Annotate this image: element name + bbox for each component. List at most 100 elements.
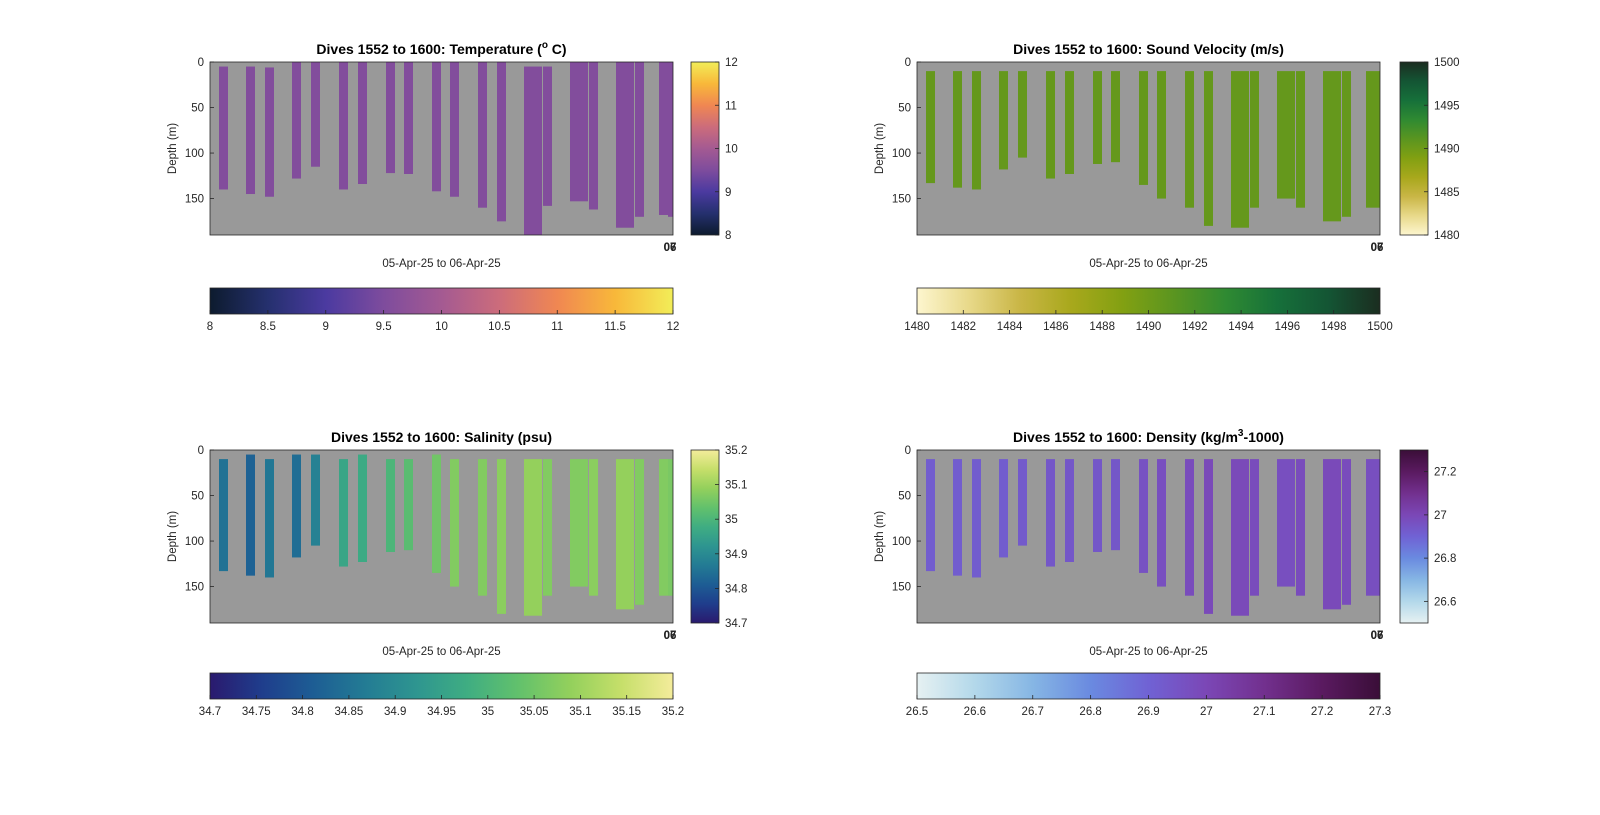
y-tick-label: 150 xyxy=(892,582,911,594)
dive-profile xyxy=(1185,71,1194,208)
x-tick-label: 06 xyxy=(664,242,677,254)
dive-profile xyxy=(668,62,673,217)
bottom-colorbar-tick-label: 26.9 xyxy=(1137,706,1159,718)
bottom-colorbar-tick-label: 1496 xyxy=(1275,321,1301,333)
side-colorbar-tick-label: 35 xyxy=(725,514,738,526)
x-axis-label: 05-Apr-25 to 06-Apr-25 xyxy=(1089,258,1207,270)
dive-profile xyxy=(497,62,506,222)
y-axis-label: Depth (m) xyxy=(874,511,886,562)
dive-profile xyxy=(659,459,668,596)
dive-profile xyxy=(1375,459,1380,596)
bottom-colorbar-tick-label: 27 xyxy=(1200,706,1213,718)
dive-profile xyxy=(570,459,588,587)
plot-frame xyxy=(916,449,1381,624)
side-colorbar-tick-label: 11 xyxy=(725,100,737,112)
bottom-colorbar-tick-label: 35.15 xyxy=(612,706,641,718)
dive-profile xyxy=(386,62,395,174)
x-tick-label: 06 xyxy=(1371,630,1384,642)
bottom-colorbar xyxy=(916,672,1381,700)
panel-1: Dives 1552 to 1600: Temperature (o C) 0 50… xyxy=(167,40,738,333)
dive-profile xyxy=(450,459,459,587)
side-colorbar-tick-label: 34.8 xyxy=(725,583,747,595)
bottom-colorbar-tick-label: 1498 xyxy=(1321,321,1347,333)
bottom-colorbar-tick-label: 1490 xyxy=(1136,321,1162,333)
panel-title: Dives 1552 to 1600: Salinity (psu) xyxy=(331,429,552,445)
y-tick-label: 50 xyxy=(898,491,911,503)
dive-profile xyxy=(570,62,588,202)
dive-profile xyxy=(311,454,320,546)
y-tick-label: 50 xyxy=(191,103,204,115)
bottom-colorbar-tick-label: 26.7 xyxy=(1022,706,1044,718)
bottom-colorbar-tick-label: 1494 xyxy=(1228,321,1254,333)
dive-profile xyxy=(543,66,552,206)
side-colorbar-tick-label: 9 xyxy=(725,187,731,199)
dive-profile xyxy=(265,67,274,197)
side-colorbar-tick-label: 1485 xyxy=(1434,187,1460,199)
dive-profile xyxy=(1046,459,1055,567)
dive-profile xyxy=(1185,459,1194,596)
x-axis-label: 05-Apr-25 to 06-Apr-25 xyxy=(382,646,500,658)
bottom-colorbar-tick-label: 1484 xyxy=(997,321,1023,333)
dive-profile xyxy=(1277,459,1295,587)
bottom-colorbar-tick-label: 1500 xyxy=(1367,321,1393,333)
side-colorbar-tick-label: 27 xyxy=(1434,510,1447,522)
bottom-colorbar-tick-label: 1488 xyxy=(1089,321,1115,333)
x-tick-label: 07 xyxy=(664,242,677,254)
x-axis-label: 05-Apr-25 to 06-Apr-25 xyxy=(1089,646,1207,658)
panel-title: Dives 1552 to 1600: Density (kg/m3-1000) xyxy=(1013,428,1284,445)
x-tick-label: 07 xyxy=(1371,242,1384,254)
dive-profile xyxy=(450,62,459,197)
dive-profile xyxy=(404,62,413,174)
bottom-colorbar-tick-label: 27.1 xyxy=(1253,706,1275,718)
side-colorbar-tick-label: 8 xyxy=(725,230,731,242)
y-tick-label: 50 xyxy=(898,103,911,115)
plot-background xyxy=(917,450,1380,623)
y-tick-label: 150 xyxy=(185,194,204,206)
side-colorbar-tick-label: 1500 xyxy=(1434,57,1460,69)
bottom-colorbar-tick-label: 34.9 xyxy=(384,706,406,718)
plot-frame xyxy=(916,61,1381,236)
dive-profile xyxy=(1065,459,1074,562)
x-tick-label: 06 xyxy=(1371,242,1384,254)
dive-profile xyxy=(1204,71,1213,226)
dive-profile xyxy=(1139,71,1148,185)
dive-profile xyxy=(1296,71,1305,208)
dive-profile xyxy=(292,454,301,558)
bottom-colorbar-tick-label: 34.7 xyxy=(199,706,221,718)
dive-profile xyxy=(219,459,228,572)
dive-profile xyxy=(1157,459,1166,587)
y-tick-label: 100 xyxy=(185,148,204,160)
dive-profile xyxy=(953,71,962,188)
bottom-colorbar-tick-label: 10.5 xyxy=(488,321,510,333)
dive-profile xyxy=(1018,71,1027,158)
dive-profile xyxy=(1093,459,1102,552)
side-colorbar xyxy=(1399,61,1429,236)
bottom-colorbar-tick-label: 34.85 xyxy=(335,706,364,718)
dive-profile xyxy=(1204,459,1213,614)
dive-profile xyxy=(1342,459,1351,605)
y-tick-label: 100 xyxy=(892,536,911,548)
y-axis-label: Depth (m) xyxy=(874,123,886,174)
bottom-colorbar-tick-label: 11 xyxy=(551,321,563,333)
bottom-colorbar xyxy=(209,287,674,315)
y-tick-label: 0 xyxy=(198,57,204,69)
dive-profile xyxy=(1250,71,1259,208)
dive-profile xyxy=(1157,71,1166,199)
dive-profile xyxy=(953,459,962,576)
dive-profile xyxy=(292,62,301,179)
dive-profile xyxy=(999,459,1008,558)
side-colorbar-tick-label: 1490 xyxy=(1434,144,1460,156)
dive-profile xyxy=(616,62,634,228)
dive-profile xyxy=(926,459,935,572)
dive-profile xyxy=(1111,71,1120,163)
plot-frame xyxy=(209,449,674,624)
dive-profile xyxy=(659,62,668,215)
y-tick-label: 100 xyxy=(185,536,204,548)
dive-profile xyxy=(246,66,255,195)
side-colorbar-tick-label: 35.1 xyxy=(725,480,747,492)
side-colorbar-tick-label: 34.9 xyxy=(725,549,747,561)
bottom-colorbar-tick-label: 34.95 xyxy=(427,706,456,718)
dive-profile xyxy=(386,459,395,552)
dive-profile xyxy=(478,62,487,208)
bottom-colorbar-tick-label: 26.8 xyxy=(1079,706,1101,718)
